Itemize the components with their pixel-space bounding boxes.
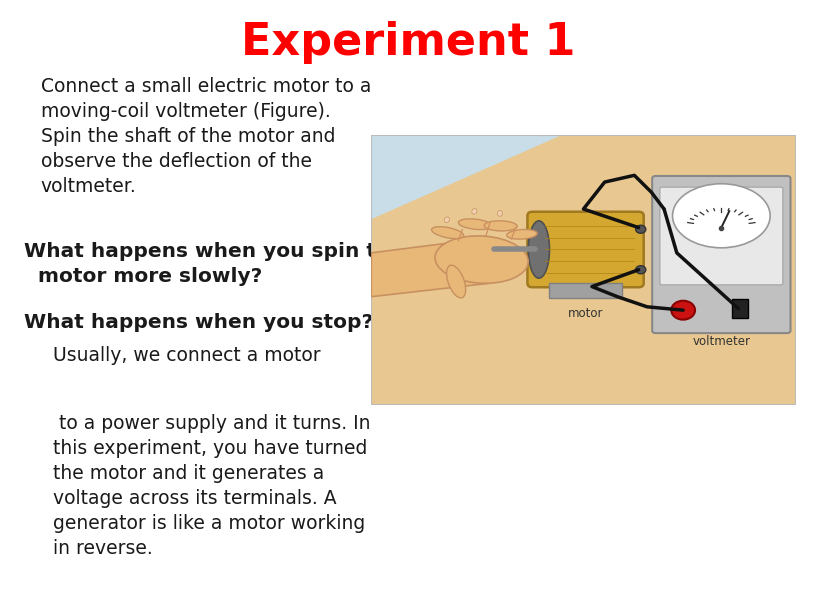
Text: Connect a small electric motor to a
moving-coil voltmeter (Figure).
Spin the sha: Connect a small electric motor to a movi… bbox=[41, 77, 371, 196]
FancyBboxPatch shape bbox=[652, 176, 791, 333]
Circle shape bbox=[636, 265, 645, 274]
Ellipse shape bbox=[432, 227, 463, 238]
Ellipse shape bbox=[484, 221, 517, 231]
Text: Experiment 1: Experiment 1 bbox=[241, 21, 575, 64]
Ellipse shape bbox=[507, 229, 537, 239]
Ellipse shape bbox=[472, 208, 477, 215]
Polygon shape bbox=[371, 239, 512, 297]
Text: What happens when you stop?: What happens when you stop? bbox=[24, 313, 374, 332]
Text: voltmeter: voltmeter bbox=[692, 335, 751, 348]
Text: to a power supply and it turns. In
this experiment, you have turned
the motor an: to a power supply and it turns. In this … bbox=[53, 414, 370, 558]
Circle shape bbox=[672, 301, 695, 319]
Polygon shape bbox=[371, 135, 562, 219]
Ellipse shape bbox=[459, 219, 492, 229]
Ellipse shape bbox=[444, 217, 450, 223]
Circle shape bbox=[636, 225, 645, 234]
FancyBboxPatch shape bbox=[527, 211, 644, 287]
Bar bbox=[732, 299, 748, 318]
Bar bbox=[549, 283, 622, 299]
Circle shape bbox=[486, 243, 502, 256]
Ellipse shape bbox=[446, 265, 466, 298]
Ellipse shape bbox=[672, 184, 770, 248]
Ellipse shape bbox=[497, 210, 503, 216]
Text: motor: motor bbox=[568, 306, 603, 320]
Ellipse shape bbox=[528, 221, 549, 278]
Ellipse shape bbox=[435, 236, 528, 283]
FancyBboxPatch shape bbox=[660, 187, 783, 285]
Text: Usually, we connect a motor: Usually, we connect a motor bbox=[53, 346, 321, 365]
Text: What happens when you spin the
  motor more slowly?: What happens when you spin the motor mor… bbox=[24, 242, 405, 286]
